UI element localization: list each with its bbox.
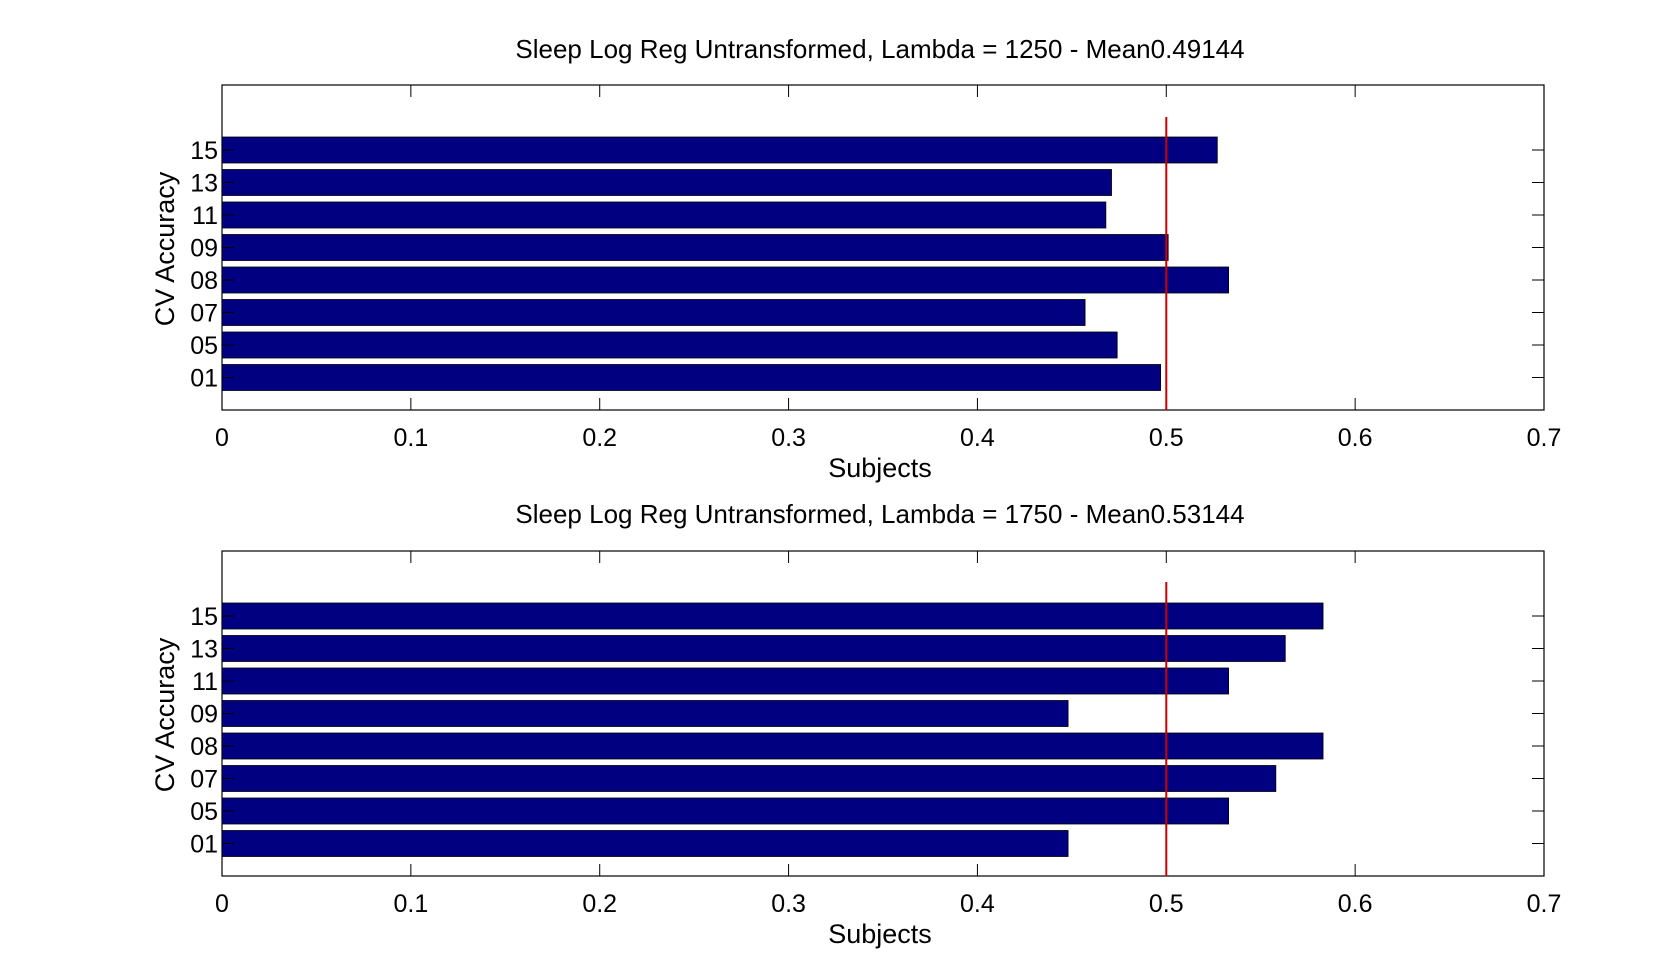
subplot-bottom-x-axis-label: Subjects (828, 919, 932, 949)
subplot-top: Sleep Log Reg Untransformed, Lambda = 12… (150, 34, 1561, 483)
subplot-bottom-y-tick-label-05: 05 (190, 798, 218, 826)
subplot-top-x-tick-label-4: 0.4 (960, 424, 995, 452)
subplot-bottom-bar-13 (221, 635, 1286, 662)
subplot-bottom-x-tick-label-0: 0 (215, 890, 229, 918)
subplot-top-x-tick-label-5: 0.5 (1149, 424, 1184, 452)
subplot-top-y-axis-label: CV Accuracy (150, 171, 180, 326)
subplot-bottom-x-tick-label-3: 0.3 (771, 890, 806, 918)
subplot-bottom-bar-08 (221, 732, 1324, 760)
subplot-top-x-axis-label: Subjects (828, 453, 932, 483)
subplot-bottom-y-tick-label-15: 15 (190, 603, 218, 631)
subplot-bottom-bar-07 (221, 765, 1277, 792)
subplot-bottom-x-tick-label-4: 0.4 (960, 890, 995, 918)
subplot-bottom-y-tick-label-01: 01 (190, 831, 218, 859)
subplot-bottom-y-tick-label-09: 09 (190, 701, 218, 729)
subplot-top-y-tick-label-13: 13 (190, 170, 218, 198)
subplot-bottom-y-tick-label-11: 11 (192, 668, 218, 696)
subplot-bottom-x-tick-label-7: 0.7 (1527, 890, 1562, 918)
subplot-bottom-bar-01 (221, 830, 1069, 857)
subplot-top-y-tick-label-09: 09 (190, 235, 218, 263)
subplot-bottom-y-tick-label-08: 08 (190, 733, 218, 761)
subplot-top-y-tick-label-08: 08 (190, 267, 218, 295)
subplot-bottom-bar-11 (221, 667, 1230, 695)
subplot-bottom-y-axis-label: CV Accuracy (150, 637, 180, 792)
subplot-top-title: Sleep Log Reg Untransformed, Lambda = 12… (515, 34, 1244, 64)
subplot-top-x-tick-label-0: 0 (215, 424, 229, 452)
subplot-top-bar-09 (221, 234, 1169, 261)
subplot-top-bar-01 (221, 364, 1162, 391)
subplot-top-bar-08 (221, 266, 1230, 294)
subplot-bottom-bar-09 (221, 700, 1069, 727)
subplot-top-bar-15 (221, 136, 1218, 164)
subplot-top-y-tick-label-05: 05 (190, 332, 218, 360)
subplot-top-bar-05 (221, 331, 1118, 359)
subplot-bottom-plot-area: 01 05 07 08 09 11 13 15 0 0.1 0.2 0.3 0.4 0.5 0.6 0.7 (190, 550, 1562, 918)
subplot-top-y-tick-label-07: 07 (190, 300, 218, 328)
subplot-bottom-bar-05 (221, 797, 1230, 825)
subplot-top-x-tick-label-7: 0.7 (1527, 424, 1562, 452)
subplot-bottom: Sleep Log Reg Untransformed, Lambda = 17… (150, 499, 1561, 949)
subplot-top-x-tick-label-1: 0.1 (393, 424, 428, 452)
subplot-bottom-bar-15 (221, 602, 1324, 630)
subplot-bottom-x-tick-label-5: 0.5 (1149, 890, 1184, 918)
subplot-top-y-tick-label-11: 11 (192, 202, 218, 230)
subplot-top-x-tick-label-2: 0.2 (582, 424, 617, 452)
subplot-top-bar-11 (221, 201, 1107, 229)
subplot-top-x-tick-label-3: 0.3 (771, 424, 806, 452)
subplot-bottom-y-tick-label-13: 13 (190, 636, 218, 664)
subplot-top-x-tick-label-6: 0.6 (1338, 424, 1373, 452)
subplot-top-plot-area: 01 05 07 08 09 11 13 15 0 0.1 0.2 0.3 0.4 0.5 0.6 0.7 (190, 84, 1562, 452)
subplot-top-bar-13 (221, 169, 1112, 196)
subplot-top-y-tick-label-01: 01 (190, 365, 218, 393)
subplot-bottom-y-tick-label-07: 07 (190, 766, 218, 794)
subplot-bottom-x-tick-label-1: 0.1 (393, 890, 428, 918)
subplot-top-bar-07 (221, 299, 1086, 326)
subplot-bottom-x-tick-label-2: 0.2 (582, 890, 617, 918)
subplot-bottom-x-tick-label-6: 0.6 (1338, 890, 1373, 918)
subplot-bottom-title: Sleep Log Reg Untransformed, Lambda = 17… (515, 499, 1244, 529)
subplot-top-y-tick-label-15: 15 (190, 137, 218, 165)
